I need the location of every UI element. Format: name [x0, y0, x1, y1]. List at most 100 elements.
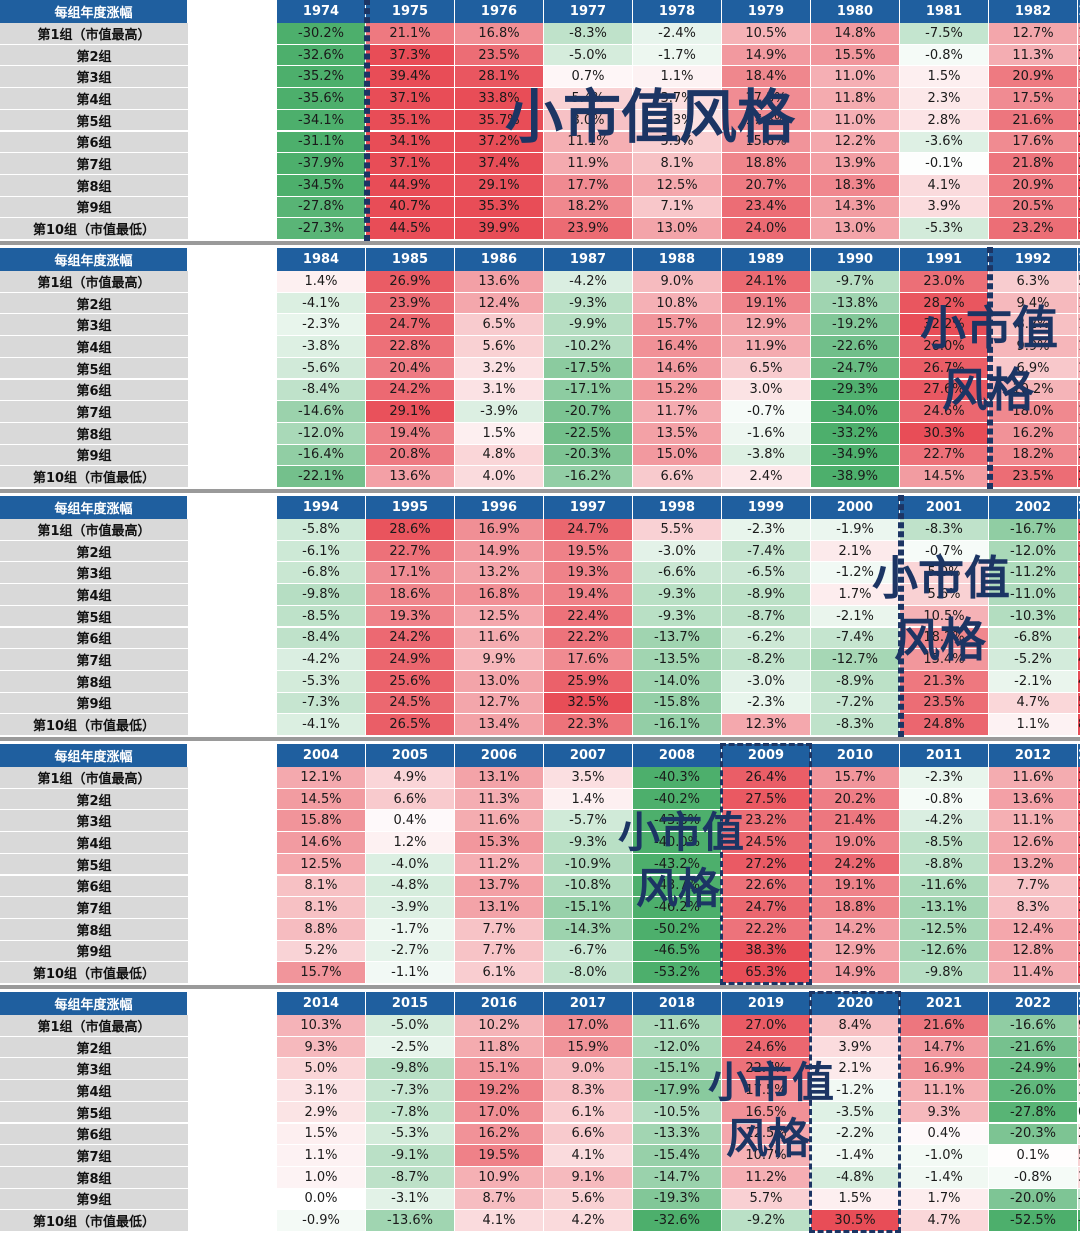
group-label: 第7组 [0, 897, 188, 919]
header-label: 每组年度涨幅 [0, 496, 188, 519]
return-cell: 8.1% [277, 897, 366, 919]
return-cell: 0.0% [277, 1188, 366, 1211]
return-cell: 40.7% [366, 196, 455, 219]
return-cell: 7.1% [633, 196, 722, 219]
return-cell: 2.3% [900, 88, 989, 110]
return-cell: -6.2% [722, 627, 811, 650]
table-row: 第2组 -32.6% 37.3% 23.5% -5.0% -1.7% 14.9% 15.5% -… [0, 44, 1080, 67]
return-cell: 13.5% [1078, 23, 1080, 45]
table-row: 第5组 2.9% -7.8% 17.0% 6.1% -10.5% 16.5% -3.5% 9.3… [0, 1101, 1080, 1124]
return-cell: -13.1% [900, 897, 989, 919]
return-cell: 11.0% [811, 109, 900, 132]
return-cell: -19.2% [811, 314, 900, 337]
return-cell: 3.2% [455, 357, 544, 380]
return-cell: -2.7% [366, 940, 455, 963]
return-cell: 14.9% [722, 44, 811, 67]
return-cell: -3.0% [633, 540, 722, 563]
return-cell: -8.3% [544, 23, 633, 45]
year-header: 1976 [455, 0, 544, 23]
return-cell: 5.6% [544, 1188, 633, 1211]
return-cell: 17.5% [989, 88, 1078, 110]
group-label: 第8组 [0, 918, 188, 941]
header-label: 每组年度涨幅 [0, 992, 188, 1015]
return-cell: 1.4% [544, 788, 633, 811]
return-cell: 12.7% [989, 23, 1078, 45]
return-cell: -38.9% [811, 466, 900, 488]
year-header: 2022 [989, 992, 1078, 1015]
small-cap-highlight-box [809, 991, 901, 1233]
year-header: 2015 [366, 992, 455, 1015]
return-cell: 8.0% [544, 109, 633, 132]
return-cell: -13.3% [633, 1123, 722, 1146]
group-label: 第9组 [0, 1188, 188, 1211]
return-cell: -7.8% [366, 1101, 455, 1124]
return-cell: 11.2% [722, 1166, 811, 1189]
return-cell: 16.5% [722, 1101, 811, 1124]
return-cell: -46.2% [633, 897, 722, 919]
return-cell: 10.6% [1078, 314, 1080, 337]
return-cell: -15.1% [544, 897, 633, 919]
return-cell: 24.0% [722, 218, 811, 240]
return-cell: 18.3% [811, 174, 900, 197]
header-label: 每组年度涨幅 [0, 0, 188, 23]
return-cell: 19.1% [722, 292, 811, 315]
return-cell: 14.5% [900, 466, 989, 488]
table-row: 第9组 -27.8% 40.7% 35.3% 18.2% 7.1% 23.4% 14.3% 3.… [0, 196, 1080, 219]
block-separator [0, 489, 1080, 493]
return-cell: -34.9% [811, 444, 900, 467]
return-cell: 17.6% [989, 131, 1078, 154]
return-cell: 7.7% [455, 918, 544, 941]
return-cell: 34.1% [1078, 562, 1080, 585]
return-cell: 14.6% [277, 832, 366, 854]
return-cell: 24.6% [900, 401, 989, 423]
return-cell: 24.8% [900, 714, 989, 736]
return-cell: 12.1% [277, 767, 366, 789]
year-header: 1985 [366, 248, 455, 271]
return-cell: 15.7% [811, 767, 900, 789]
return-cell: 3.3% [633, 109, 722, 132]
return-cell: 12.5% [633, 174, 722, 197]
return-cell: -27.8% [989, 1101, 1078, 1124]
return-cell: 14.6% [633, 357, 722, 380]
return-cell: -3.1% [366, 1188, 455, 1211]
return-cell: 18.6% [1078, 379, 1080, 402]
return-cell: -1.0% [900, 1145, 989, 1167]
return-cell: 20.9% [989, 174, 1078, 197]
return-cell: 11.9% [544, 153, 633, 175]
return-cell: 4.8% [455, 444, 544, 467]
return-cell: 8.1% [277, 875, 366, 898]
return-cell: -50.2% [633, 918, 722, 941]
table-row: 第2组 14.5% 6.6% 11.3% 1.4% -40.2% 27.5% 20.2% -0.… [0, 788, 1080, 811]
return-cell: -9.3% [633, 584, 722, 606]
return-cell: -2.3% [900, 767, 989, 789]
return-cell: 13.6% [366, 466, 455, 488]
table-row: 第6组 8.1% -4.8% 13.7% -10.8% -43.7% 22.6% 19.1% -… [0, 875, 1080, 898]
return-cell: -5.3% [366, 1123, 455, 1146]
group-label: 第5组 [0, 1101, 188, 1124]
return-cell: 46.0% [1078, 627, 1080, 650]
return-cell: 38.3% [722, 940, 811, 963]
return-cell: 12.7% [455, 692, 544, 715]
group-label: 第3组 [0, 314, 188, 337]
return-cell: -8.7% [722, 605, 811, 628]
return-cell: 35.3% [455, 196, 544, 219]
return-cell: -10.8% [544, 875, 633, 898]
group-label: 第10组（市值最低） [0, 714, 188, 736]
return-cell: -16.1% [633, 714, 722, 736]
return-cell: 21.4% [1078, 444, 1080, 467]
return-cell: -20.7% [544, 401, 633, 423]
return-cell: -2.1% [989, 670, 1078, 693]
return-cell: -21.6% [989, 1036, 1078, 1059]
return-cell: 21.8% [989, 153, 1078, 175]
return-cell: -32.6% [633, 1210, 722, 1232]
return-cell: 20.8% [366, 444, 455, 467]
return-cell: -11.0% [989, 584, 1078, 606]
return-cell: -7.4% [811, 627, 900, 650]
return-cell: 10.4% [1078, 292, 1080, 315]
return-cell: 22.3% [544, 714, 633, 736]
return-cell: 24.7% [544, 519, 633, 541]
return-cell: -37.9% [277, 153, 366, 175]
table-row: 第6组 -8.4% 24.2% 11.6% 22.2% -13.7% -6.2% -7.4% 1… [0, 627, 1080, 650]
return-cell: 9.1% [544, 1166, 633, 1189]
